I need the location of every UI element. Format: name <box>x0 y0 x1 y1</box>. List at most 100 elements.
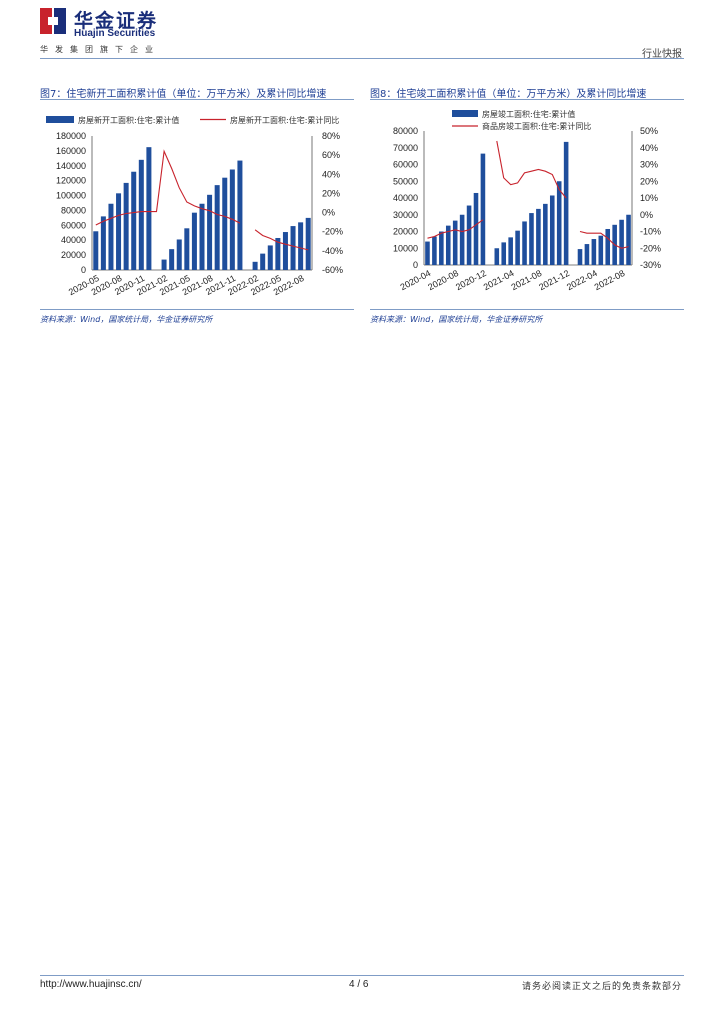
data-bar <box>459 214 465 265</box>
data-bar <box>445 225 451 265</box>
right-axis-tick: 0% <box>640 210 653 220</box>
data-bar <box>267 245 273 270</box>
data-bar <box>425 241 430 265</box>
figure-8-source: 资料来源：Wind，国家统计局，华金证券研究所 <box>370 315 543 324</box>
brand-name-en: Huajin Securities <box>74 28 156 39</box>
left-axis-tick: 180000 <box>56 131 86 141</box>
document-type: 行业快报 <box>642 49 682 60</box>
right-axis-tick: -60% <box>322 265 343 275</box>
data-bar <box>207 194 213 270</box>
left-axis-tick: 40000 <box>61 235 86 245</box>
data-bar <box>275 237 281 270</box>
right-axis-tick: 20% <box>640 176 658 186</box>
legend-bar-swatch <box>452 110 478 117</box>
data-bar <box>123 182 129 270</box>
data-bar <box>169 249 175 270</box>
left-axis-tick: 0 <box>81 265 86 275</box>
legend-bar-label: 房屋竣工面积:住宅:累计值 <box>482 109 575 119</box>
data-bar <box>480 153 486 265</box>
x-axis-tick: 2021-04 <box>482 268 516 292</box>
left-axis-tick: 20000 <box>61 250 86 260</box>
footer-website: http://www.huajinsc.cn/ <box>40 979 142 990</box>
footer-divider <box>40 975 684 976</box>
left-axis-tick: 60000 <box>61 220 86 230</box>
x-axis-tick: 2022-08 <box>593 268 627 292</box>
brand-tagline: 华发集团旗下企业 <box>40 45 160 54</box>
data-bar <box>282 232 288 270</box>
data-bar <box>252 261 258 270</box>
right-axis-tick: 30% <box>640 160 658 170</box>
right-axis-tick: -20% <box>640 243 661 253</box>
data-bar <box>138 159 144 270</box>
data-bar <box>556 181 562 265</box>
left-axis-tick: 120000 <box>56 176 86 186</box>
left-axis-tick: 60000 <box>393 160 418 170</box>
data-bar <box>577 249 583 265</box>
data-bar <box>191 212 197 270</box>
figure-8-title-rule <box>370 99 684 100</box>
brand-name-cn: 华金证券 <box>74 10 159 32</box>
x-axis-tick: 2020-04 <box>399 268 433 292</box>
left-axis-tick: 160000 <box>56 146 86 156</box>
data-bar <box>184 228 190 270</box>
right-axis-tick: -10% <box>640 227 661 237</box>
data-bar <box>626 214 631 265</box>
data-bar <box>522 221 527 265</box>
data-bar <box>161 259 167 270</box>
data-bar <box>439 231 444 265</box>
data-bar <box>237 160 243 270</box>
header-divider <box>40 58 684 59</box>
left-axis-tick: 0 <box>413 260 418 270</box>
figure-8-source-rule <box>370 309 684 310</box>
data-bar <box>131 171 137 270</box>
data-bar <box>452 220 458 265</box>
left-axis-tick: 100000 <box>56 191 86 201</box>
data-bar <box>222 177 228 270</box>
data-bar <box>549 195 555 265</box>
data-bar <box>529 213 534 265</box>
figure-7-title: 图7：住宅新开工面积累计值（单位：万平方米）及累计同比增速 <box>40 89 327 100</box>
figure-7-title-rule <box>40 99 354 100</box>
data-bar <box>536 208 541 265</box>
x-axis-tick: 2020-12 <box>454 268 488 292</box>
data-bar <box>466 205 472 265</box>
left-axis-tick: 50000 <box>393 176 418 186</box>
right-axis-tick: 0% <box>322 208 335 218</box>
figure-7-chart: 房屋新开工面积:住宅:累计值 房屋新开工面积:住宅:累计同比 0 20000 40000… <box>46 115 343 297</box>
right-axis-tick: 10% <box>640 193 658 203</box>
data-bar <box>605 228 611 265</box>
x-axis-tick: 2020-08 <box>426 268 460 292</box>
data-bar <box>100 216 106 270</box>
data-bar <box>508 237 513 265</box>
legend-line-label: 商品房竣工面积:住宅:累计同比 <box>482 121 591 131</box>
data-bar <box>584 244 590 265</box>
figure-8-title: 图8：住宅竣工面积累计值（单位：万平方米）及累计同比增速 <box>370 89 647 100</box>
legend-bar-swatch <box>46 116 74 123</box>
figure-7-source-rule <box>40 309 354 310</box>
right-axis-tick: 40% <box>322 169 340 179</box>
data-bar <box>543 203 548 265</box>
growth-line <box>427 140 629 249</box>
figure-7-source: 资料来源：Wind，国家统计局，华金证券研究所 <box>40 315 213 324</box>
right-axis-tick: 20% <box>322 188 340 198</box>
left-axis-tick: 40000 <box>393 193 418 203</box>
left-axis-tick: 10000 <box>393 243 418 253</box>
data-bar <box>432 236 437 265</box>
right-axis-tick: 50% <box>640 126 658 136</box>
x-axis-tick: 2022-04 <box>565 268 599 292</box>
legend-bar-label: 房屋新开工面积:住宅:累计值 <box>78 115 179 125</box>
left-axis-tick: 80000 <box>61 205 86 215</box>
growth-line <box>95 149 309 251</box>
disclaimer-note: 请务必阅读正文之后的免责条款部分 <box>521 982 682 992</box>
data-bar <box>619 219 624 265</box>
data-bar <box>591 239 597 265</box>
data-bar <box>298 222 304 270</box>
data-bar <box>93 231 99 270</box>
data-bar <box>176 239 182 270</box>
right-axis-tick: 60% <box>322 150 340 160</box>
data-bar <box>563 141 569 265</box>
page-number: 4 / 6 <box>349 979 369 990</box>
left-axis-tick: 70000 <box>393 143 418 153</box>
left-axis-tick: 20000 <box>393 227 418 237</box>
